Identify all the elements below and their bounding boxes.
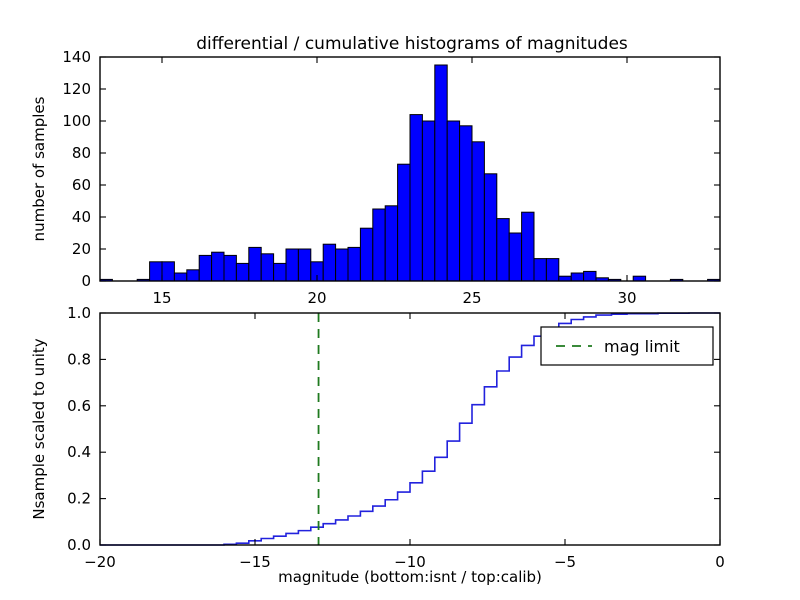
top-x-tick-labels: 15 20 25 30 xyxy=(152,289,636,307)
histogram-bar xyxy=(212,252,224,281)
histogram-bar xyxy=(460,126,472,281)
y-tick-label: 140 xyxy=(62,48,91,66)
histogram-bar xyxy=(224,255,236,281)
bottom-y-axis-title: Nsample scaled to unity xyxy=(30,338,48,519)
y-tick-label: 40 xyxy=(72,208,91,226)
y-tick-label: 80 xyxy=(72,144,91,162)
page-title: differential / cumulative histograms of … xyxy=(196,34,628,54)
top-axes-differential-histogram: 0 20 40 60 80 100 120 140 15 20 25 30 number of sa… xyxy=(30,48,720,307)
y-tick-label: 100 xyxy=(62,112,91,130)
x-tick-label: −5 xyxy=(554,553,576,571)
legend-label-mag-limit: mag limit xyxy=(604,337,680,356)
histogram-bar xyxy=(150,262,162,281)
histogram-bar xyxy=(187,270,199,281)
histogram-bar xyxy=(534,259,546,281)
histogram-bar xyxy=(435,65,447,281)
bottom-x-axis-title: magnitude (bottom:isnt / top:calib) xyxy=(278,568,542,586)
histogram-bar xyxy=(348,247,360,281)
y-tick-label: 120 xyxy=(62,80,91,98)
histogram-bar xyxy=(546,259,558,281)
histogram-bar xyxy=(162,262,174,281)
bottom-axes-cumulative-histogram: 0.00.20.40.60.81.0 −20−15−10−50 Nsample … xyxy=(30,304,725,586)
x-tick-label: −20 xyxy=(84,553,116,571)
histogram-bar xyxy=(559,276,571,281)
histogram-bar xyxy=(484,174,496,281)
histogram-bar xyxy=(249,247,261,281)
histogram-bar xyxy=(584,271,596,281)
histogram-bar xyxy=(472,142,484,281)
histogram-bar xyxy=(323,244,335,281)
x-tick-label: 0 xyxy=(715,553,725,571)
histogram-bar xyxy=(298,249,310,281)
histogram-bar xyxy=(373,209,385,281)
histogram-bar xyxy=(522,212,534,281)
x-tick-label: 30 xyxy=(617,289,636,307)
histogram-bar xyxy=(336,249,348,281)
top-y-tick-labels: 0 20 40 60 80 100 120 140 xyxy=(62,48,91,290)
x-tick-label: 15 xyxy=(152,289,171,307)
histogram-bar xyxy=(410,115,422,281)
figure-canvas: differential / cumulative histograms of … xyxy=(0,0,800,600)
y-tick-label: 0.8 xyxy=(67,350,91,368)
histogram-bar xyxy=(398,164,410,281)
y-tick-label: 0.0 xyxy=(67,536,91,554)
histogram-bar xyxy=(274,263,286,281)
x-tick-label: 20 xyxy=(307,289,326,307)
histogram-bar xyxy=(174,273,186,281)
y-tick-label: 0.2 xyxy=(67,490,91,508)
histogram-bar xyxy=(199,255,211,281)
histogram-bar xyxy=(571,273,583,281)
y-tick-label: 0 xyxy=(81,272,91,290)
y-tick-label: 20 xyxy=(72,240,91,258)
histogram-bar xyxy=(509,233,521,281)
histogram-bar xyxy=(633,276,645,281)
x-tick-label: −15 xyxy=(239,553,271,571)
y-tick-label: 1.0 xyxy=(67,304,91,322)
histogram-bar xyxy=(385,206,397,281)
histogram-bar xyxy=(261,254,273,281)
legend[interactable]: mag limit xyxy=(541,327,713,365)
x-tick-label: 25 xyxy=(462,289,481,307)
y-tick-label: 0.6 xyxy=(67,397,91,415)
y-tick-label: 60 xyxy=(72,176,91,194)
bottom-y-tick-labels: 0.0 0.2 0.4 0.6 0.8 1.0 xyxy=(67,304,91,554)
histogram-bar xyxy=(447,121,459,281)
y-tick-label: 0.4 xyxy=(67,443,91,461)
histogram-bar xyxy=(497,219,509,281)
histogram-bar xyxy=(422,121,434,281)
top-y-axis-title: number of samples xyxy=(30,96,48,241)
histogram-bar xyxy=(286,249,298,281)
matplotlib-figure: differential / cumulative histograms of … xyxy=(0,0,800,600)
histogram-bar xyxy=(360,228,372,281)
histogram-bar xyxy=(236,263,248,281)
